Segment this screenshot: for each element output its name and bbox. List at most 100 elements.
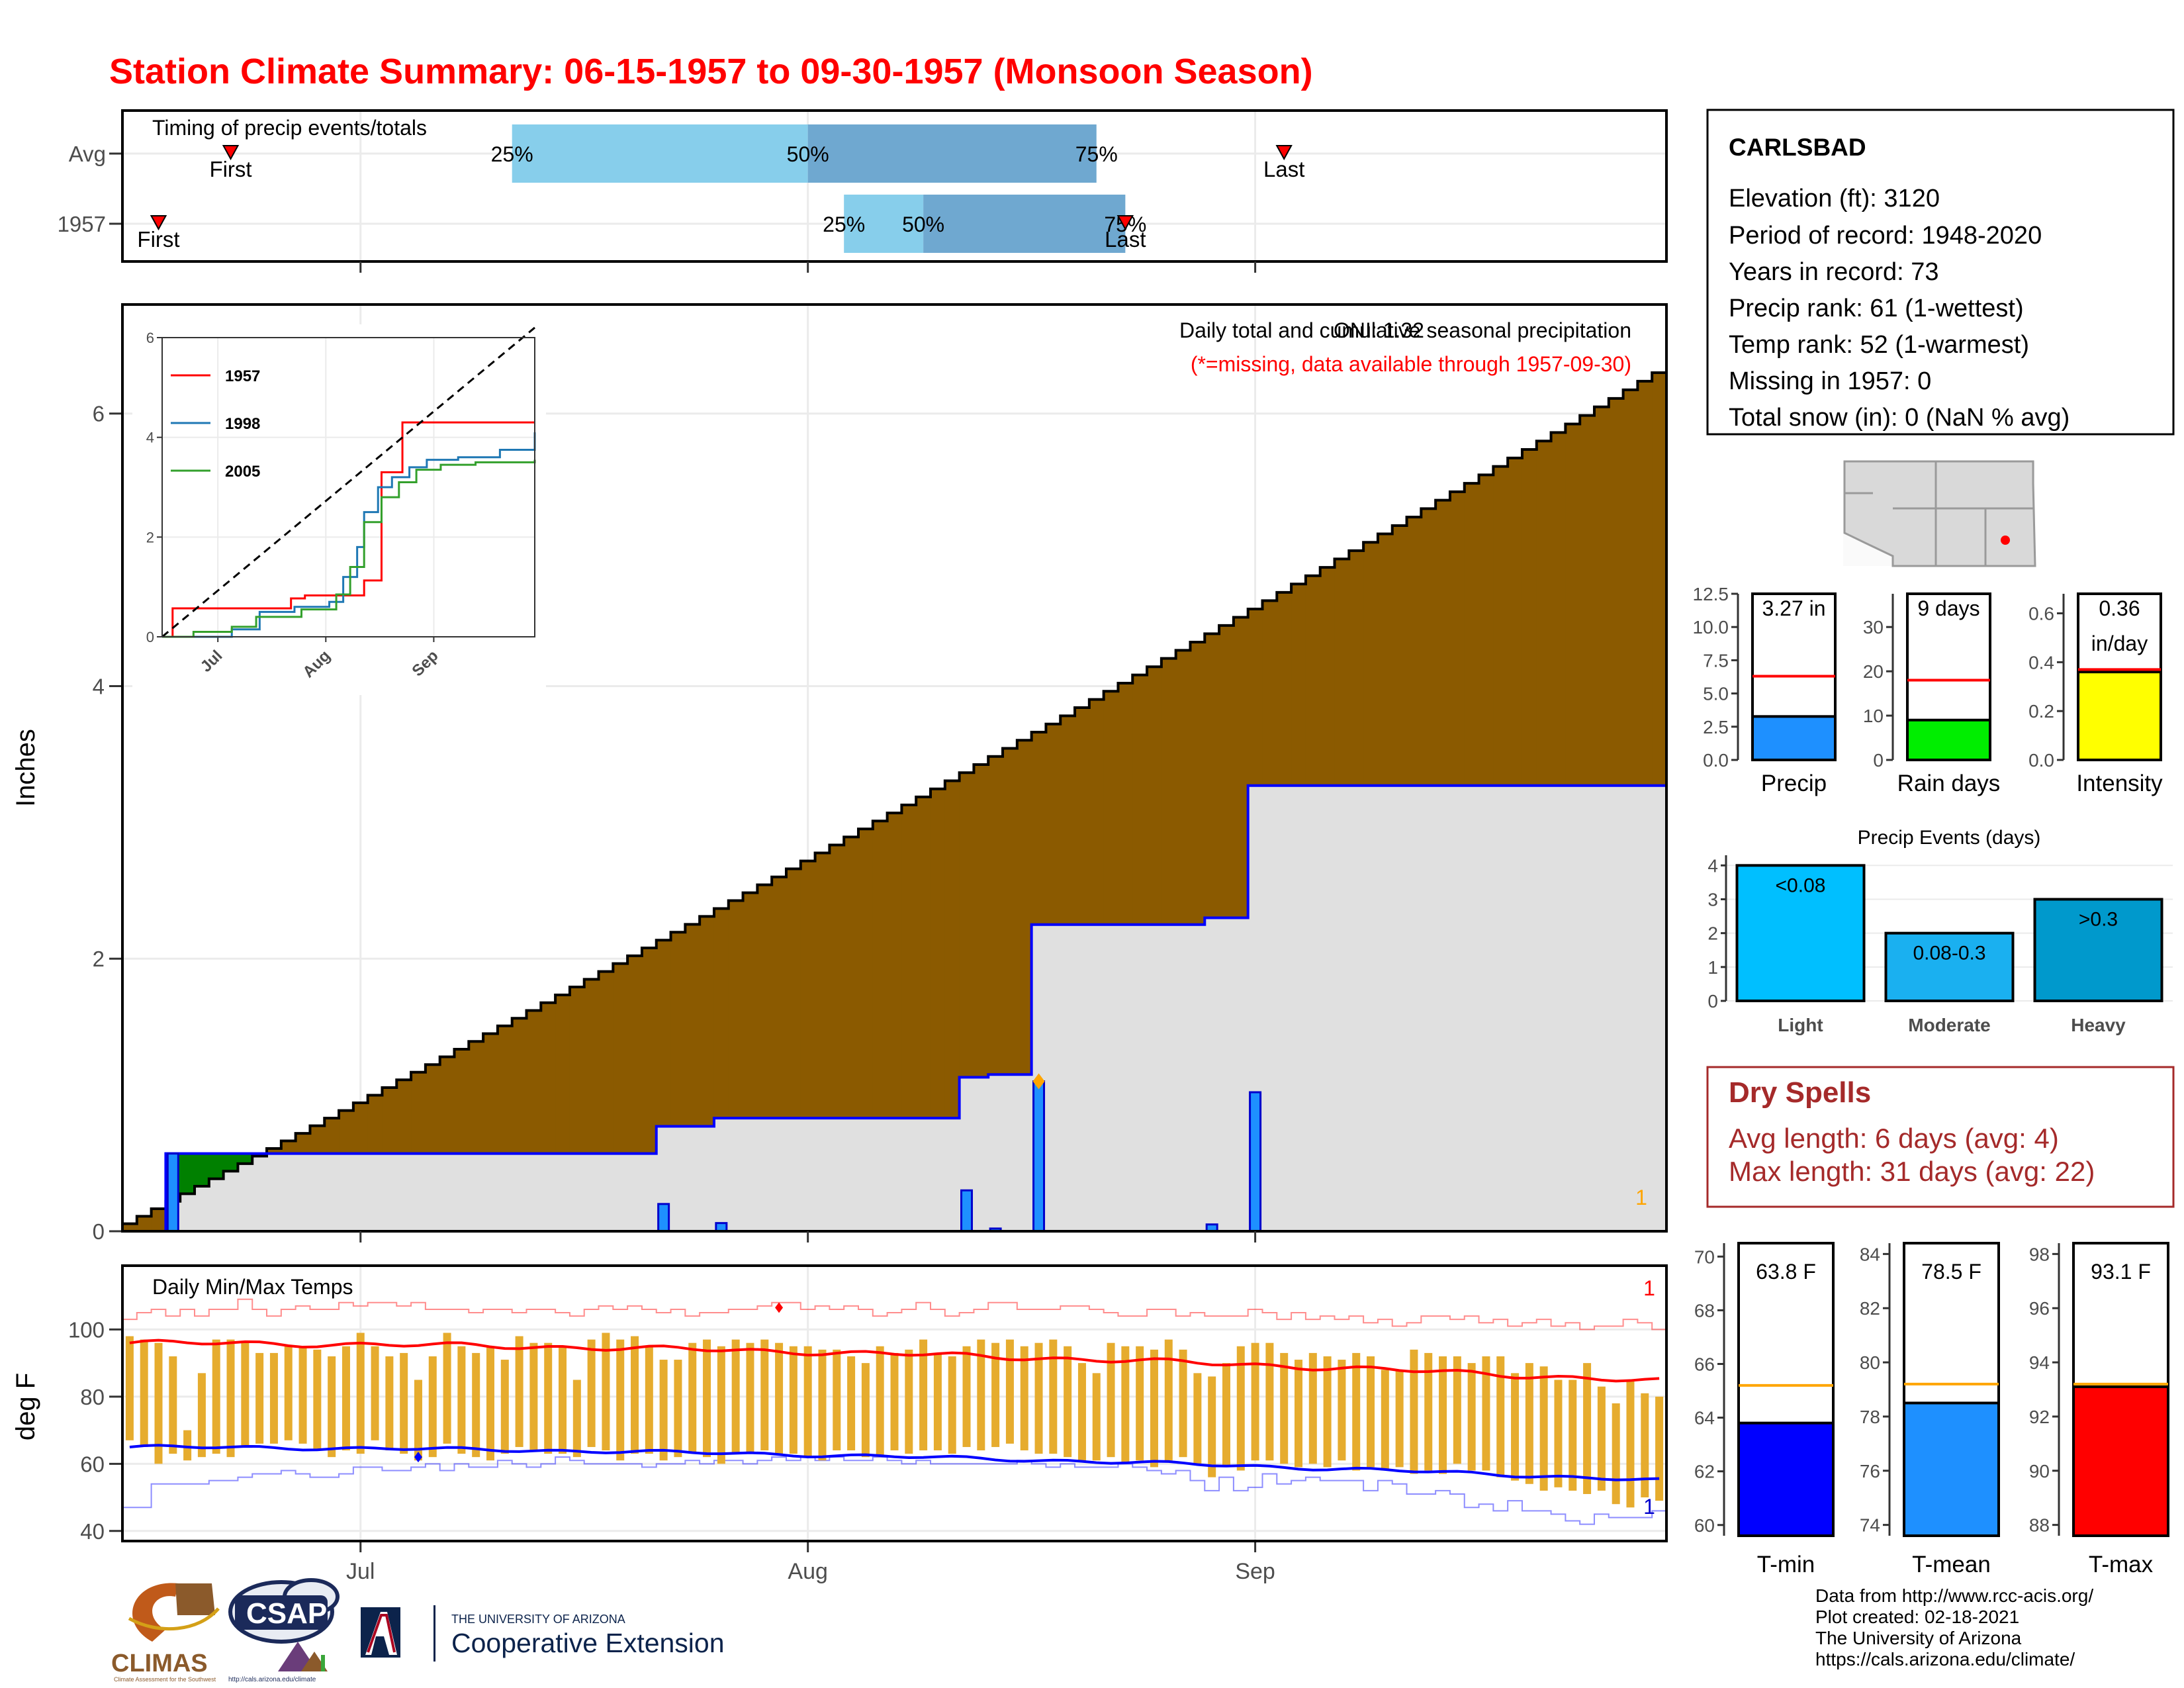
deficit-area xyxy=(454,1049,469,1154)
deficit-area xyxy=(757,884,772,1119)
daily-temp-range-bar xyxy=(183,1430,192,1461)
stat-bar-t-max xyxy=(2072,1385,2169,1538)
deficit-area xyxy=(512,1018,527,1154)
station-name: CARLSBAD xyxy=(1729,134,1866,161)
daily-temp-range-bar xyxy=(544,1342,553,1454)
deficit-area xyxy=(1449,491,1465,786)
daily-temp-range-bar xyxy=(1467,1363,1476,1471)
climas-logo: CLIMAS Climate Assessment for the Southw… xyxy=(111,1583,220,1683)
deficit-area xyxy=(1536,441,1552,786)
first-event-marker xyxy=(222,145,240,161)
events-bar-label: >0.3 xyxy=(2079,909,2118,931)
daily-temp-range-bar xyxy=(356,1333,365,1454)
stat-tick-label: 88 xyxy=(2029,1515,2050,1536)
daily-temp-range-bar xyxy=(500,1360,509,1454)
quartile-label-50: 50% xyxy=(787,142,829,166)
deficit-area xyxy=(598,971,614,1154)
temperature-stat-bars: 60 62 64 66 68 70 63.8 F T-min 74 76 78 80 82 84 78.5 … xyxy=(1694,1242,2169,1577)
deficit-area xyxy=(1479,475,1494,786)
daily-temp-range-bar xyxy=(1395,1370,1404,1468)
deficit-area xyxy=(1508,457,1523,786)
stat-value-label: 93.1 F xyxy=(2091,1260,2151,1284)
deficit-area xyxy=(670,932,686,1127)
station-line: Period of record: 1948-2020 xyxy=(1729,222,2042,250)
stat-tick-label: 78 xyxy=(1860,1407,1880,1427)
month-label: Sep xyxy=(1235,1559,1275,1584)
deficit-area xyxy=(1190,641,1205,925)
daily-temp-range-bar xyxy=(991,1342,1000,1447)
stat-bar-t-mean xyxy=(1903,1401,2000,1537)
stat-tick-label: 0.2 xyxy=(2028,701,2054,722)
daily-temp-range-bar xyxy=(1164,1339,1173,1461)
stat-tick-label: 68 xyxy=(1694,1300,1715,1321)
credit-line: Data from http://www.rcc-acis.org/ xyxy=(1815,1585,2093,1606)
stat-bar-rain-days xyxy=(1906,718,1991,762)
daily-temp-range-bar xyxy=(1107,1342,1115,1458)
daily-temp-range-bar xyxy=(226,1339,235,1458)
daily-temp-range-bar xyxy=(125,1336,134,1440)
daily-temp-range-bar xyxy=(298,1346,307,1444)
daily-temp-range-bar xyxy=(428,1356,437,1458)
stat-tick-label: 70 xyxy=(1694,1246,1715,1267)
state-outlines xyxy=(1843,460,2036,567)
daily-temp-range-bar xyxy=(746,1342,754,1454)
deficit-area xyxy=(1334,559,1349,786)
daily-temp-range-bar xyxy=(169,1356,177,1454)
temperature-panel: 40 60 80 100 Jul Aug Sep deg F Daily Min/Max Tem… xyxy=(11,1264,1668,1584)
deficit-area xyxy=(1161,658,1177,925)
stat-tick-label: 0.6 xyxy=(2028,604,2054,624)
deficit-area xyxy=(1233,617,1249,918)
deficit-area xyxy=(1320,567,1336,786)
stat-tick-label: 92 xyxy=(2029,1407,2050,1427)
credit-line: https://cals.arizona.edu/climate/ xyxy=(1815,1649,2075,1669)
stat-tick-label: 10.0 xyxy=(1693,617,1729,637)
last-event-marker xyxy=(1275,145,1293,161)
quartile-bar-50-75 xyxy=(807,124,1097,183)
inset-y-tick-label: 0 xyxy=(146,629,154,645)
y-tick-label: 0 xyxy=(93,1219,105,1244)
events-bar-label: <0.08 xyxy=(1776,874,1826,896)
stat-tick-label: 84 xyxy=(1860,1244,1880,1264)
daily-temp-range-bar xyxy=(1236,1346,1245,1471)
deficit-area xyxy=(1652,372,1667,786)
deficit-area xyxy=(382,1088,397,1154)
timing-label: Timing of precip events/totals xyxy=(152,116,427,140)
record-min-line xyxy=(122,1456,1666,1525)
daily-temp-range-bar xyxy=(1338,1360,1346,1461)
deficit-area xyxy=(901,805,917,1119)
corner-count-label: 1 xyxy=(1635,1186,1647,1209)
csap-logo: CSAP http://cals.arizona.edu/climate xyxy=(228,1578,340,1683)
stat-tick-label: 20 xyxy=(1863,661,1884,682)
deficit-area xyxy=(1623,389,1638,786)
daily-temp-range-bar xyxy=(241,1342,250,1447)
daily-temp-range-bar xyxy=(400,1352,408,1454)
deficit-area xyxy=(425,1064,441,1154)
daily-temp-range-bar xyxy=(572,1380,581,1458)
precip-subtitle: (*=missing, data available through 1957-… xyxy=(1191,352,1631,376)
events-tick-label: 2 xyxy=(1707,923,1718,944)
stat-category-label: T-min xyxy=(1757,1552,1815,1577)
deficit-area xyxy=(1551,432,1566,786)
timing-row-label: 1957 xyxy=(58,212,106,236)
record-max-line xyxy=(122,1298,1666,1331)
deficit-area xyxy=(122,1223,138,1231)
stat-bar-intensity xyxy=(2077,671,2162,762)
daily-temp-range-bar xyxy=(731,1339,740,1454)
daily-temp-range-bar xyxy=(313,1349,322,1451)
daily-temp-range-bar xyxy=(1092,1373,1101,1461)
daily-temp-range-bar xyxy=(1655,1396,1664,1501)
inset-series-1998 xyxy=(162,432,536,638)
stat-tick-label: 66 xyxy=(1694,1354,1715,1374)
daily-temp-range-bar xyxy=(1136,1346,1144,1461)
events-bar-moderate xyxy=(1884,931,2015,1003)
deficit-area xyxy=(887,813,902,1119)
first-event-label: First xyxy=(209,157,251,181)
stat-tick-label: 7.5 xyxy=(1703,650,1729,671)
daily-temp-range-bar xyxy=(1020,1346,1028,1451)
deficit-area xyxy=(1608,398,1624,786)
temps-title: Daily Min/Max Temps xyxy=(152,1275,353,1299)
daily-temp-range-bar xyxy=(587,1339,596,1447)
daily-temp-range-bar xyxy=(933,1352,942,1451)
deficit-area xyxy=(367,1095,383,1154)
daily-precip-bar xyxy=(657,1203,670,1233)
